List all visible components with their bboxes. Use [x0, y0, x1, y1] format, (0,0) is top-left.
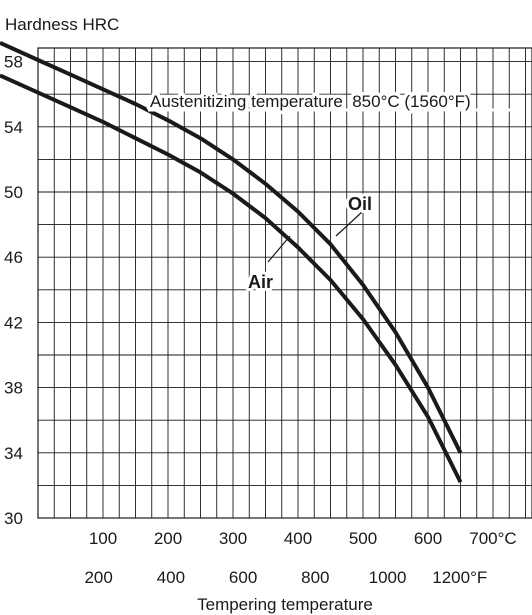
- y-tick-label: 50: [4, 183, 23, 202]
- x-tick-label-celsius: 600: [414, 529, 442, 548]
- plot-frame: [37, 47, 532, 519]
- series-label-oil: Oil: [348, 194, 372, 214]
- austenitizing-annotation: Austenitizing temperature 850°C (1560°F): [150, 92, 471, 111]
- y-tick-label: 54: [4, 118, 23, 137]
- series-curves: [0, 40, 463, 483]
- x-tick-label-celsius: 700°C: [469, 529, 516, 548]
- grid: [38, 48, 532, 518]
- series-line-air: [0, 73, 463, 483]
- y-tick-label: 46: [4, 248, 23, 267]
- x-tick-label-celsius: 300: [219, 529, 247, 548]
- x-tick-labels: 100 200 300 400 500 600 700°C 200 400 600 800 1000 1…: [84, 529, 516, 587]
- oil-leader-line: [335, 211, 363, 237]
- x-tick-label-fahrenheit: 800: [301, 568, 329, 587]
- series-label-air: Air: [248, 272, 273, 292]
- x-tick-label-celsius: 200: [154, 529, 182, 548]
- x-tick-label-fahrenheit: 1000: [369, 568, 407, 587]
- y-tick-label: 30: [4, 509, 23, 528]
- x-tick-label-celsius: 400: [284, 529, 312, 548]
- x-tick-label-fahrenheit: 400: [157, 568, 185, 587]
- x-tick-label-fahrenheit: 600: [229, 568, 257, 587]
- x-tick-label-fahrenheit: 1200°F: [432, 568, 487, 587]
- x-tick-label-fahrenheit: 200: [84, 568, 112, 587]
- y-tick-label: 34: [4, 444, 23, 463]
- y-tick-labels: 30 34 38 42 46 50 54 58: [4, 53, 23, 528]
- x-axis-title: Tempering temperature: [197, 595, 373, 614]
- x-tick-label-celsius: 100: [89, 529, 117, 548]
- y-tick-label: 42: [4, 313, 23, 332]
- x-tick-label-celsius: 500: [349, 529, 377, 548]
- y-tick-label: 58: [4, 53, 23, 72]
- y-axis-title: Hardness HRC: [5, 15, 119, 34]
- series-line-oil: [0, 40, 463, 454]
- air-leader-line: [267, 235, 291, 263]
- y-tick-label: 38: [4, 379, 23, 398]
